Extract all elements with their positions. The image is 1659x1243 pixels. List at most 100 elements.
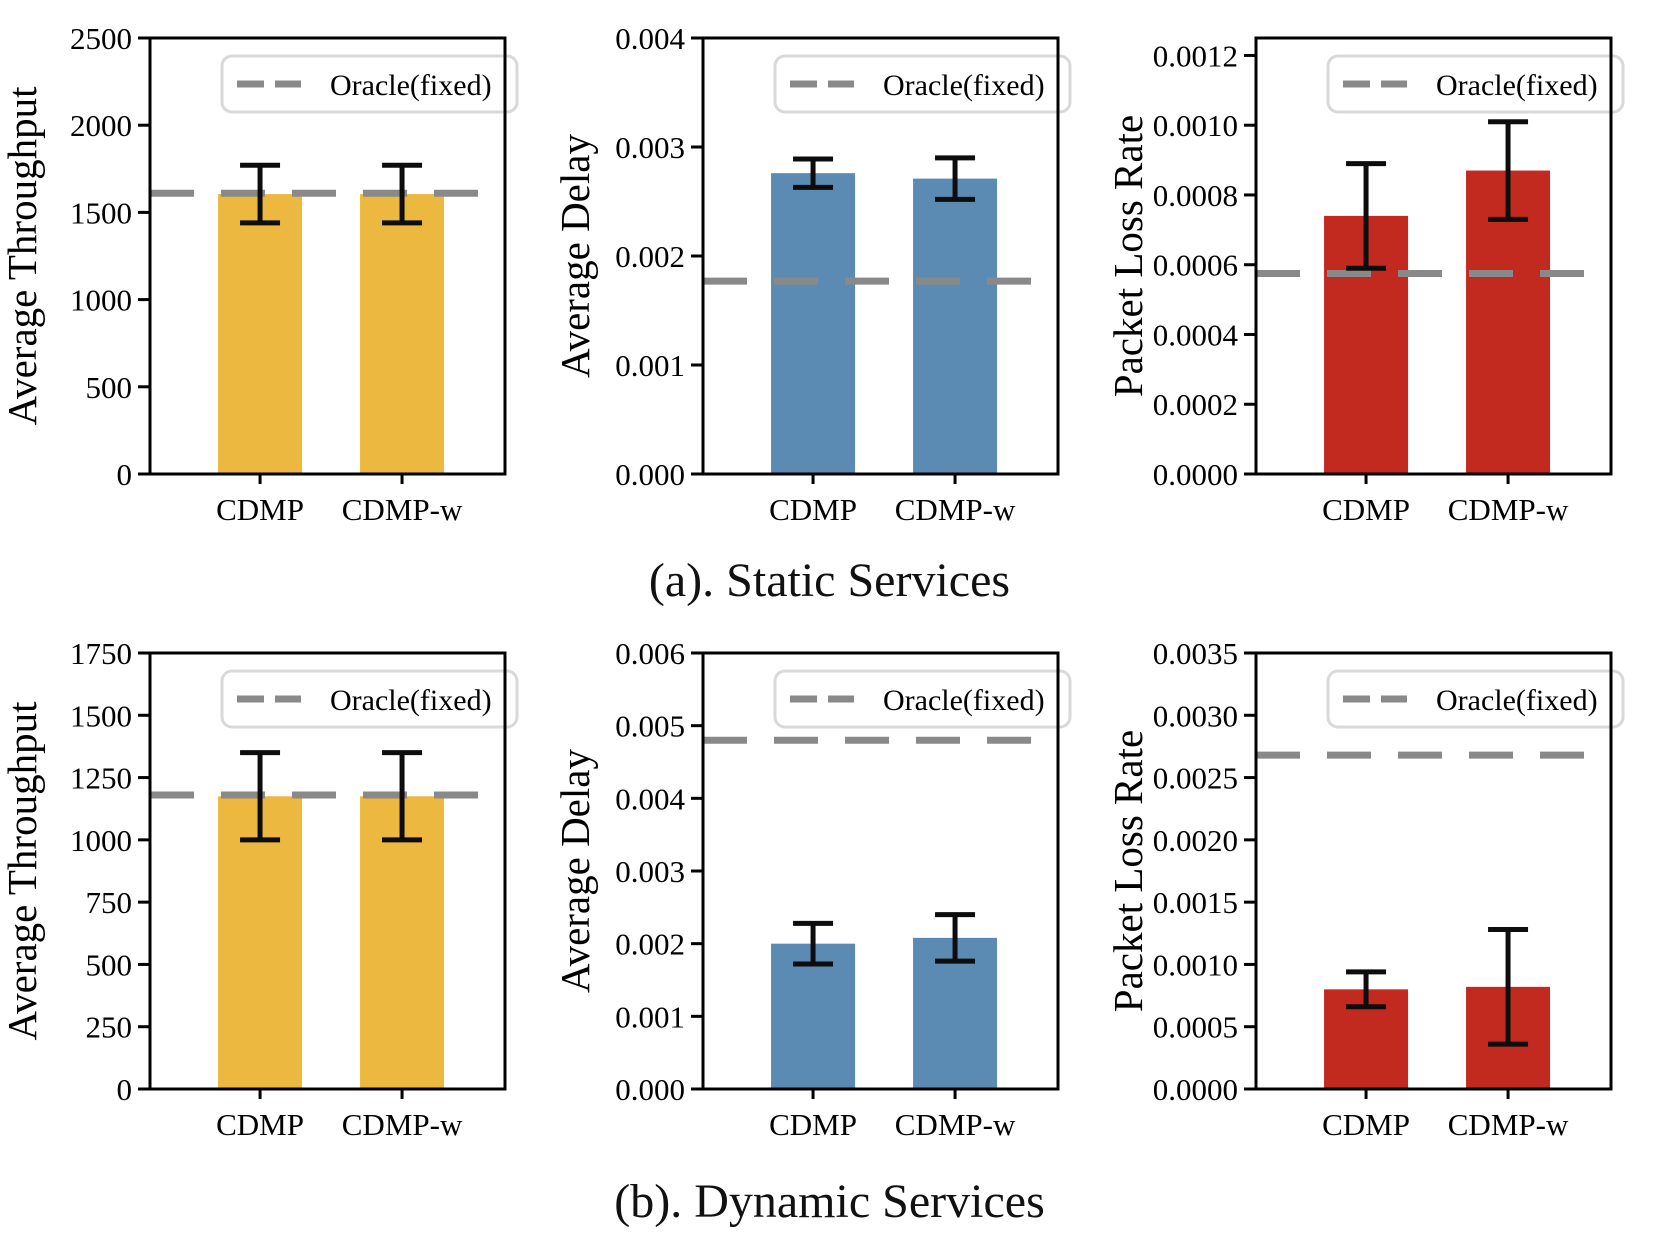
bar-cdmp-w	[360, 194, 445, 474]
caption-static-services: (a). Static Services	[648, 553, 1011, 607]
y-tick-label: 2000	[70, 108, 132, 143]
legend-label: Oracle(fixed)	[330, 69, 492, 102]
y-tick-label: 0.0000	[1153, 457, 1238, 492]
y-tick-label: 0	[117, 1072, 133, 1107]
y-tick-label: 0.0005	[1153, 1010, 1238, 1045]
y-tick-label: 0.0010	[1153, 947, 1238, 982]
static-services-row: 0 500 1000 1500 2000 2500 CDMP CDMP-w Average Th…	[0, 0, 1659, 545]
legend-box	[773, 54, 1072, 114]
legend-label: Oracle(fixed)	[883, 684, 1045, 717]
error-bar-cdmp-w	[382, 750, 423, 843]
y-tick-label: 0.004	[615, 21, 685, 56]
y-tick-label: 1250	[70, 761, 132, 796]
legend-box	[220, 669, 519, 729]
legend-box	[220, 54, 519, 114]
error-bar-cdmp-w	[935, 155, 976, 202]
error-bar-cdmp-w	[382, 162, 423, 226]
plot-frame	[701, 651, 1060, 1091]
chart-static-throughput: 0 500 1000 1500 2000 2500 CDMP CDMP-w Average Th…	[0, 0, 553, 545]
x-category-label: CDMP	[1322, 1107, 1410, 1142]
y-tick-label: 0.002	[615, 927, 685, 962]
y-tick-label: 0	[117, 457, 133, 492]
chart-svg-dynamic-delay: 0.000 0.001 0.002 0.003 0.004 0.005 0.006 CDMP C…	[553, 636, 1072, 1142]
x-category-label: CDMP-w	[1448, 492, 1569, 527]
x-category-label: CDMP	[769, 1107, 857, 1142]
y-tick-label: 500	[86, 947, 133, 982]
y-tick-label: 750	[86, 885, 133, 920]
chart-svg-dynamic-packet-loss: 0.0000 0.0005 0.0010 0.0015 0.0020 0.0025 0.00…	[1106, 636, 1625, 1142]
chart-svg-static-delay: 0.000 0.001 0.002 0.003 0.004 CDMP CDMP-w Avera…	[553, 21, 1072, 527]
legend-box	[773, 669, 1072, 729]
y-tick-label: 0.000	[615, 457, 685, 492]
x-category-label: CDMP-w	[1448, 1107, 1569, 1142]
plot-frame	[148, 36, 507, 476]
y-tick-label: 0.0008	[1153, 178, 1238, 213]
y-tick-label: 0.003	[615, 130, 685, 165]
legend: Oracle(fixed)	[773, 54, 1072, 114]
legend-label: Oracle(fixed)	[330, 684, 492, 717]
error-bar-cdmp	[240, 750, 281, 843]
chart-static-packet-loss: 0.0000 0.0002 0.0004 0.0006 0.0008 0.0010 0.00…	[1106, 0, 1659, 545]
y-tick-label: 0.0015	[1153, 885, 1238, 920]
y-tick-label: 1500	[70, 195, 132, 230]
chart-svg-static-packet-loss: 0.0000 0.0002 0.0004 0.0006 0.0008 0.0010 0.00…	[1106, 36, 1625, 527]
y-tick-label: 250	[86, 1010, 133, 1045]
x-category-label: CDMP	[216, 492, 304, 527]
bar-cdmp	[218, 194, 303, 474]
x-category-label: CDMP	[769, 492, 857, 527]
bar-cdmp	[771, 173, 856, 474]
y-tick-label: 0.000	[615, 1072, 685, 1107]
chart-dynamic-throughput: 0 250 500 750 1000 1250 1500 1750 CDMP CDMP-w Aver…	[0, 615, 553, 1160]
y-tick-label: 0.0035	[1153, 636, 1238, 671]
plot-frame	[1254, 36, 1613, 476]
legend-label: Oracle(fixed)	[883, 69, 1045, 102]
legend: Oracle(fixed)	[773, 669, 1072, 729]
y-tick-label: 0.0004	[1153, 317, 1239, 352]
y-tick-label: 500	[86, 370, 133, 405]
legend-box	[1326, 54, 1625, 114]
error-bar-cdmp	[240, 162, 281, 226]
x-category-label: CDMP-w	[895, 1107, 1016, 1142]
error-bar-cdmp	[793, 156, 834, 190]
y-tick-label: 0.004	[615, 781, 685, 816]
x-category-label: CDMP-w	[342, 492, 463, 527]
legend: Oracle(fixed)	[1326, 669, 1625, 729]
legend: Oracle(fixed)	[220, 54, 519, 114]
error-bar-cdmp-w	[935, 912, 976, 964]
caption-dynamic-services: (b). Dynamic Services	[614, 1175, 1045, 1228]
chart-svg-dynamic-throughput: 0 250 500 750 1000 1250 1500 1750 CDMP CDMP-w Aver…	[0, 636, 519, 1142]
chart-static-delay: 0.000 0.001 0.002 0.003 0.004 CDMP CDMP-w Avera…	[553, 0, 1106, 545]
y-tick-label: 0.005	[615, 709, 685, 744]
y-tick-label: 2500	[70, 21, 132, 56]
legend-box	[1326, 669, 1625, 729]
chart-dynamic-delay: 0.000 0.001 0.002 0.003 0.004 0.005 0.006 CDMP C…	[553, 615, 1106, 1160]
y-tick-label: 0.0030	[1153, 698, 1238, 733]
y-tick-label: 0.0010	[1153, 108, 1238, 143]
y-axis-label: Packet Loss Rate	[1106, 730, 1151, 1012]
error-bar-cdmp	[1346, 969, 1387, 1010]
y-axis-label: Average Delay	[553, 134, 598, 378]
bar-cdmp	[771, 943, 856, 1089]
y-tick-label: 1000	[70, 823, 132, 858]
chart-svg-static-throughput: 0 500 1000 1500 2000 2500 CDMP CDMP-w Average Th…	[0, 21, 519, 527]
y-tick-label: 0.003	[615, 854, 685, 889]
legend: Oracle(fixed)	[1326, 54, 1625, 114]
error-bar-cdmp-w	[1488, 119, 1529, 222]
bar-cdmp	[218, 796, 303, 1089]
y-tick-label: 0.0012	[1153, 38, 1238, 73]
plot-frame	[1254, 651, 1613, 1091]
y-axis-label: Average Throughput	[0, 701, 45, 1041]
x-category-label: CDMP	[216, 1107, 304, 1142]
x-category-label: CDMP-w	[342, 1107, 463, 1142]
y-tick-label: 0.006	[615, 636, 685, 671]
chart-dynamic-packet-loss: 0.0000 0.0005 0.0010 0.0015 0.0020 0.0025 0.00…	[1106, 615, 1659, 1160]
y-tick-label: 0.001	[615, 348, 685, 383]
y-tick-label: 0.0000	[1153, 1072, 1238, 1107]
plot-frame	[701, 36, 1060, 476]
y-tick-label: 1000	[70, 283, 132, 318]
legend-label: Oracle(fixed)	[1436, 684, 1598, 717]
y-tick-label: 0.0002	[1153, 387, 1238, 422]
legend-label: Oracle(fixed)	[1436, 69, 1598, 102]
bar-cdmp-w	[913, 178, 998, 475]
y-tick-label: 0.0020	[1153, 823, 1238, 858]
